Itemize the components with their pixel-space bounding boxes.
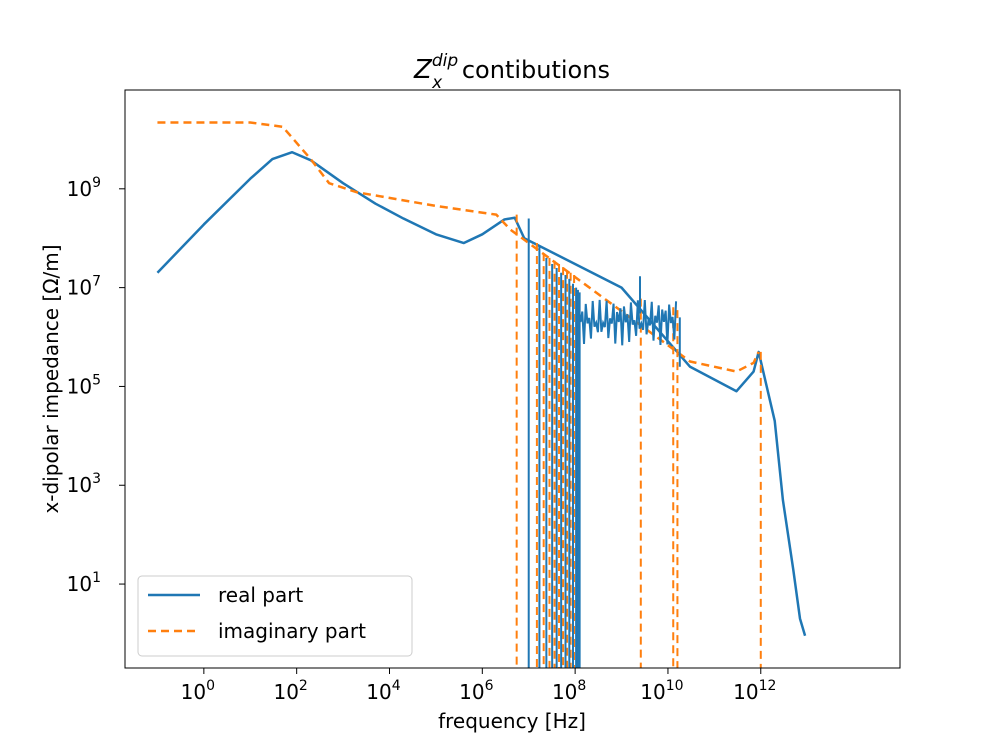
y-tick-label: 105	[67, 372, 101, 398]
x-tick-label: 102	[273, 678, 307, 704]
x-axis: 100 102 104 106 108 1010 1012	[181, 668, 776, 704]
y-tick-label: 109	[67, 175, 101, 201]
real-noise-band	[577, 299, 678, 346]
x-tick-label: 108	[552, 678, 586, 704]
y-axis: 101 103 105 107 109	[67, 175, 125, 596]
title-subscript: x	[431, 73, 443, 93]
legend: real part imaginary part	[137, 575, 413, 657]
title-superscript: dip	[432, 51, 459, 71]
plot-frame	[124, 89, 901, 669]
x-tick-label: 106	[459, 678, 493, 704]
y-tick-label: 107	[67, 274, 101, 300]
x-tick-label: 1012	[733, 678, 776, 704]
legend-label-real: real part	[218, 583, 303, 607]
chart-title: Zdip x contibutions	[413, 51, 610, 93]
legend-label-imaginary: imaginary part	[218, 619, 366, 643]
legend-box	[137, 575, 413, 657]
series-layer	[156, 121, 807, 637]
series-line-real	[156, 150, 807, 637]
y-tick-label: 101	[67, 570, 101, 596]
x-axis-label: frequency [Hz]	[438, 709, 586, 733]
x-tick-label: 104	[366, 678, 400, 704]
resonance-spikes	[515, 214, 762, 668]
y-tick-label: 103	[67, 471, 101, 497]
title-base: Z	[413, 55, 433, 85]
title-rest: contibutions	[454, 56, 610, 84]
x-tick-label: 1010	[640, 678, 683, 704]
x-tick-label: 100	[181, 678, 215, 704]
y-axis-label: x-dipolar impedance [Ω/m]	[39, 244, 63, 513]
